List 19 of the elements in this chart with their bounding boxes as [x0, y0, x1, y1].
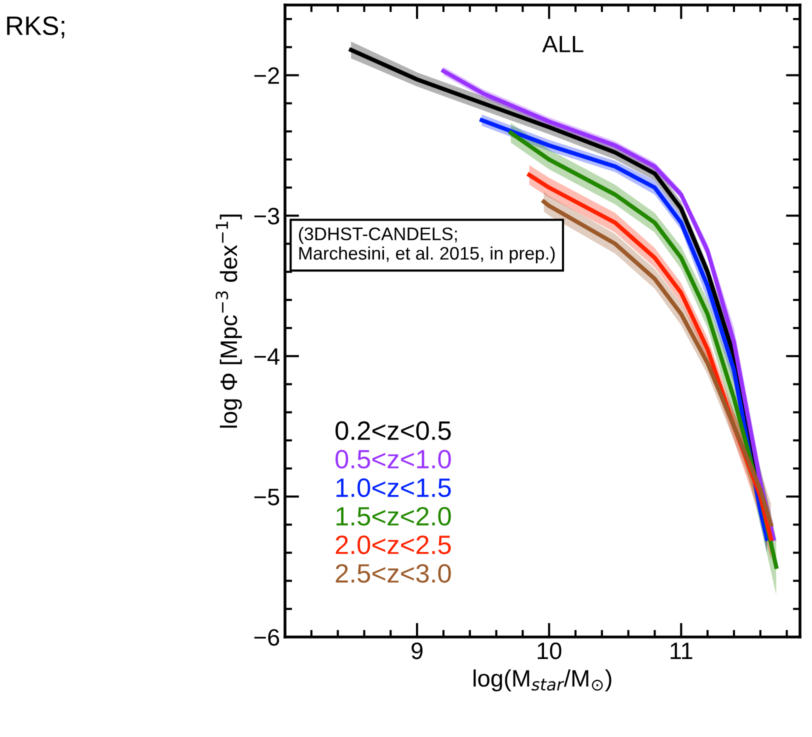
y-tick-label: −4 — [254, 348, 280, 365]
text: 2.0<z<2.5 — [336, 536, 451, 554]
y-tick-label: −2 — [254, 67, 279, 84]
y-tick-label: −5 — [254, 488, 280, 506]
text: 2.5<z<3.0 — [336, 564, 451, 583]
text: 1.5<z<2.0 — [336, 506, 451, 526]
y-axis-title: log Φ [Mpc$^{−3}$ dex$^{−1}$] — [216, 214, 242, 428]
y-tick-label: −6 — [254, 629, 280, 646]
annotation: ALL — [542, 36, 584, 52]
x-tick-label: 11 — [670, 642, 692, 659]
text: 0.2<z<0.5 — [336, 421, 451, 440]
y-tick-label: −3 — [254, 208, 280, 224]
x-tick-label: 10 — [538, 642, 562, 660]
x-tick-label: 9 — [412, 642, 422, 660]
text: 1.0<z<1.5 — [336, 478, 451, 498]
annotation: (3DHST-CANDELS; Marchesini, et al. 2015, in prep.) — [298, 227, 555, 264]
text: RKS; — [7, 16, 64, 38]
text: 0.5<z<1.0 — [336, 450, 451, 469]
x-axis-title: log(M$_{star}$/M$_{⊙}$) — [474, 669, 612, 692]
